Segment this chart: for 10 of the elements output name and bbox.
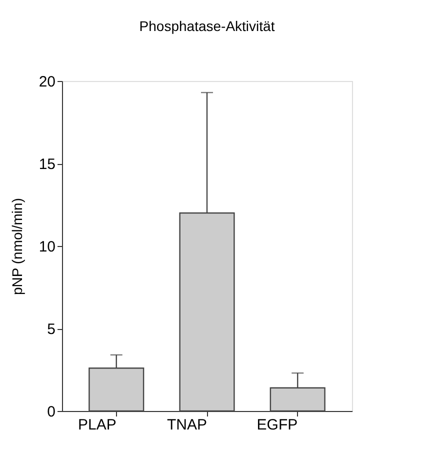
y-tick-label: 20 <box>38 74 56 90</box>
y-tick-label: 5 <box>47 321 56 338</box>
y-axis-title: pNP (nmol/min) <box>8 198 25 295</box>
x-tick-label: EGFP <box>256 416 298 434</box>
x-tick-label: PLAP <box>78 416 116 434</box>
x-tick-label: TNAP <box>166 416 207 434</box>
y-tick-label: 15 <box>38 156 56 173</box>
y-tick-label: 10 <box>38 238 56 256</box>
y-tick-label: 0 <box>47 404 56 420</box>
chart-title: Phosphatase-Aktivität <box>139 18 275 34</box>
